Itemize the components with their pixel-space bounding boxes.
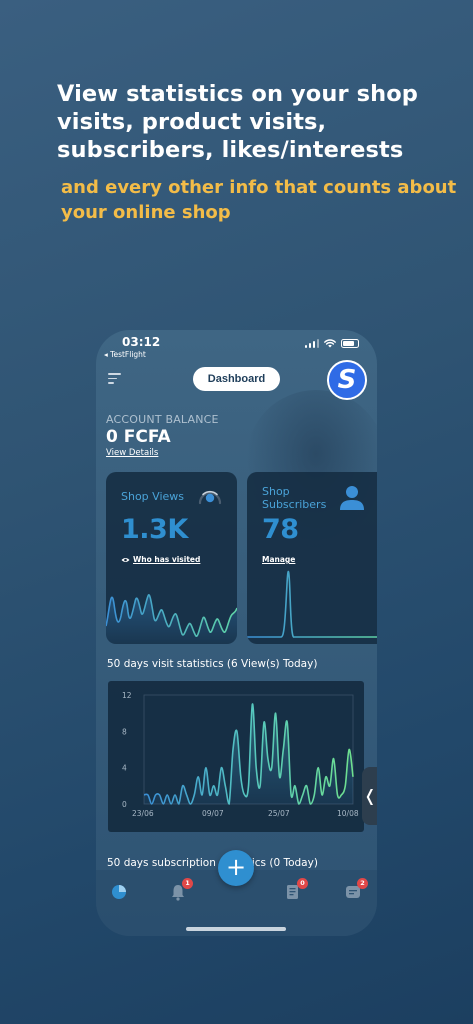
y-tick-label: 8 — [122, 727, 127, 736]
messages-badge: 2 — [357, 878, 368, 889]
tab-messages[interactable]: 2 — [344, 878, 368, 901]
visit-chart-area — [144, 703, 353, 804]
subscribers-sparkline — [247, 570, 377, 638]
user-icon — [340, 486, 364, 510]
tab-dashboard-pie-icon[interactable] — [110, 883, 128, 901]
shop-views-title: Shop Views — [121, 490, 184, 503]
shop-views-card[interactable]: Shop Views 1.3K Who has visited — [106, 472, 237, 644]
bell-icon — [172, 885, 184, 901]
shop-logo[interactable]: S — [327, 360, 367, 400]
side-drawer-handle[interactable]: ❬ — [362, 767, 377, 825]
dashboard-button[interactable]: Dashboard — [193, 367, 280, 391]
status-icons — [304, 339, 359, 348]
status-time: 03:12 — [122, 335, 161, 349]
receipt-icon — [287, 885, 298, 899]
shop-subscribers-value: 78 — [262, 514, 299, 545]
tab-notifications[interactable]: 1 — [169, 878, 193, 901]
add-button[interactable]: + — [218, 850, 254, 886]
shop-subscribers-card[interactable]: Shop Subscribers 78 Manage — [247, 472, 377, 644]
eye-icon — [121, 557, 130, 562]
x-tick-label: 10/08 — [337, 809, 359, 818]
shop-views-value: 1.3K — [121, 514, 188, 545]
who-has-visited-link[interactable]: Who has visited — [121, 555, 200, 564]
promo-subline: and every other info that counts about y… — [61, 177, 457, 223]
gauge-icon — [198, 490, 222, 505]
shop-subscribers-title: Shop Subscribers — [262, 485, 327, 511]
x-tick-label: 23/06 — [132, 809, 154, 818]
visit-chart-svg: 0 4 8 12 23/06 09/07 25/07 10/08 — [122, 691, 359, 818]
testflight-back-link[interactable]: ◂ TestFlight — [104, 350, 146, 359]
visit-stats-title: 50 days visit statistics (6 View(s) Toda… — [107, 658, 318, 670]
orders-badge: 0 — [297, 878, 308, 889]
tab-orders[interactable]: 0 — [284, 878, 308, 901]
menu-icon[interactable] — [108, 373, 121, 387]
who-has-visited-label: Who has visited — [133, 555, 201, 564]
notifications-badge: 1 — [182, 878, 193, 889]
wifi-icon — [324, 339, 336, 348]
account-balance-value: 0 FCFA — [106, 427, 171, 447]
visit-stats-chart: 0 4 8 12 23/06 09/07 25/07 10/08 — [108, 681, 364, 832]
battery-icon — [341, 339, 359, 348]
home-indicator — [186, 927, 286, 931]
promo-headline: View statistics on your shop visits, pro… — [57, 81, 418, 163]
account-balance-label: ACCOUNT BALANCE — [106, 413, 219, 426]
subscription-stats-title: 50 days subscription statistics (0 Today… — [107, 857, 318, 869]
view-details-link[interactable]: View Details — [106, 448, 159, 458]
phone-screen: 03:12 ◂ TestFlight Dashboard S ACCOUNT B… — [96, 330, 377, 936]
manage-subscribers-link[interactable]: Manage — [262, 555, 295, 564]
y-tick-label: 0 — [122, 800, 127, 809]
y-tick-label: 4 — [122, 764, 127, 773]
x-tick-label: 25/07 — [268, 809, 290, 818]
x-tick-label: 09/07 — [202, 809, 224, 818]
visit-chart-line — [143, 703, 354, 805]
chat-icon — [346, 886, 360, 898]
manage-label: Manage — [262, 555, 296, 564]
views-sparkline — [106, 594, 237, 644]
y-tick-label: 12 — [122, 691, 132, 700]
signal-icon — [304, 339, 319, 348]
